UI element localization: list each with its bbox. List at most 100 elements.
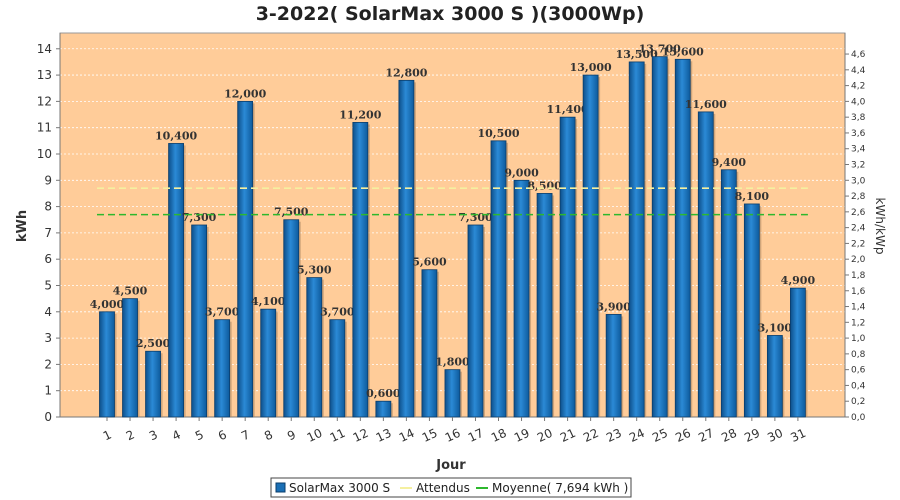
y2-tick-label: 3,6 [851, 129, 866, 139]
x-tick-label: 18 [489, 426, 509, 445]
x-tick-label: 28 [719, 426, 739, 445]
y-tick-label: 10 [37, 147, 52, 161]
bar [605, 314, 622, 418]
data-label: 8,500 [527, 179, 562, 192]
y-tick-label: 9 [44, 173, 52, 187]
y2-tick-label: 2,2 [851, 239, 865, 249]
y2-tick-label: 2,4 [851, 224, 866, 234]
x-tick-label: 6 [216, 427, 229, 443]
legend-box [270, 477, 632, 498]
bar [168, 143, 184, 418]
data-label: 10,500 [477, 127, 519, 140]
bar [375, 400, 392, 418]
y-tick-label: 13 [37, 68, 52, 82]
chart-title: 3-2022( SolarMax 3000 S )(3000Wp) [256, 3, 645, 25]
data-label: 11,600 [685, 98, 727, 111]
y-tick-label: 1 [44, 384, 52, 398]
x-tick-label: 15 [420, 426, 440, 445]
x-tick-label: 12 [351, 426, 371, 445]
x-tick-label: 2 [124, 427, 137, 443]
y2-tick-label: 1,0 [851, 334, 866, 344]
bar [743, 203, 760, 418]
bar [536, 193, 553, 418]
bar [628, 61, 645, 418]
y2-axis-title: kWh/kWp [873, 198, 887, 255]
data-label: 4,500 [113, 285, 148, 298]
y-tick-label: 5 [44, 278, 52, 292]
x-tick-label: 29 [742, 426, 762, 445]
y2-tick-label: 4,2 [851, 82, 865, 92]
data-label: 5,300 [297, 264, 332, 277]
x-tick-label: 1 [101, 427, 114, 443]
x-tick-label: 30 [765, 426, 785, 445]
data-label: 13,600 [662, 45, 704, 58]
x-tick-label: 17 [466, 426, 486, 445]
bar [283, 219, 300, 418]
y-tick-label: 11 [37, 121, 52, 135]
plot-area: 012345678910111213140,00,20,40,60,81,01,… [37, 32, 866, 445]
y2-tick-label: 4,6 [851, 50, 866, 60]
y2-tick-label: 3,2 [851, 161, 865, 171]
data-label: 9,000 [504, 166, 539, 179]
y-tick-label: 6 [44, 252, 52, 266]
bar [790, 287, 806, 418]
x-tick-label: 13 [374, 426, 394, 445]
bar [559, 116, 576, 418]
data-label: 4,100 [251, 295, 286, 308]
x-tick-label: 7 [239, 427, 252, 443]
bar [145, 350, 161, 418]
x-tick-label: 16 [443, 426, 463, 445]
y2-tick-label: 3,0 [851, 176, 866, 186]
bar [352, 122, 369, 418]
x-tick-label: 5 [193, 427, 206, 443]
data-label: 3,700 [205, 306, 240, 319]
x-tick-label: 24 [627, 426, 647, 445]
y-tick-label: 12 [37, 94, 52, 108]
x-tick-label: 21 [558, 426, 578, 445]
bar [490, 140, 507, 418]
y2-tick-label: 0,2 [851, 397, 865, 407]
legend-swatch-series [275, 482, 286, 493]
bar [513, 179, 530, 418]
legend-label-series: SolarMax 3000 S [289, 481, 390, 495]
x-tick-label: 8 [262, 427, 275, 443]
y2-tick-label: 1,2 [851, 318, 865, 328]
bar [467, 224, 484, 418]
legend: SolarMax 3000 S Attendus Moyenne( 7,694 kW… [270, 477, 632, 498]
bar [237, 100, 254, 418]
y2-tick-label: 2,6 [851, 208, 866, 218]
data-label: 13,000 [570, 61, 612, 74]
x-tick-label: 11 [328, 426, 348, 445]
bar [260, 308, 277, 418]
x-tick-label: 4 [170, 427, 183, 443]
bar [191, 224, 208, 418]
bar [766, 335, 783, 418]
bar [720, 169, 737, 418]
y-tick-label: 4 [44, 305, 52, 319]
x-tick-label: 9 [285, 427, 298, 443]
bar [99, 311, 115, 418]
bar [122, 298, 138, 418]
data-label: 9,400 [712, 156, 747, 169]
data-label: 8,100 [735, 190, 770, 203]
legend-label-moyenne: Moyenne( 7,694 kWh ) [492, 481, 628, 495]
data-label: 7,300 [182, 211, 217, 224]
data-label: 3,900 [596, 300, 631, 313]
y2-tick-label: 2,0 [851, 255, 866, 265]
data-label: 12,000 [224, 87, 266, 100]
y-tick-label: 0 [44, 410, 52, 424]
x-tick-label: 27 [696, 426, 716, 445]
y-tick-label: 7 [44, 226, 52, 240]
data-label: 7,300 [458, 211, 493, 224]
x-tick-label: 25 [650, 426, 670, 445]
y2-tick-label: 3,8 [851, 113, 866, 123]
x-tick-label: 23 [604, 426, 624, 445]
bar [582, 74, 599, 418]
data-label: 5,600 [412, 256, 447, 269]
y2-tick-label: 0,0 [851, 413, 866, 423]
x-tick-label: 3 [147, 427, 160, 443]
bar [651, 56, 668, 418]
x-tick-label: 22 [581, 426, 601, 445]
y2-tick-label: 2,8 [851, 192, 866, 202]
